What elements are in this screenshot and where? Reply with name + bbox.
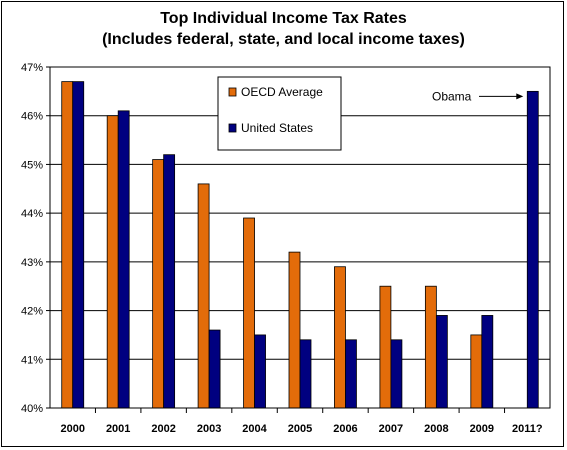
bar-united-states: [254, 334, 266, 409]
y-axis-ticks: 40% 41% 42% 43% 44% 45% 46% 47%: [21, 62, 50, 415]
x-category-label: 2007: [379, 423, 403, 435]
x-category-label: 2002: [151, 423, 175, 435]
annotation: Obama: [432, 89, 524, 103]
bar-united-states: [117, 110, 130, 409]
x-category-label: 2008: [424, 423, 448, 435]
bar-oecd-average: [243, 217, 255, 409]
y-tick-label: 40%: [21, 403, 43, 415]
legend: OECD Average United States: [217, 76, 342, 151]
bar-united-states: [72, 81, 85, 409]
y-tick-label: 47%: [21, 62, 43, 74]
x-category-label: 2003: [197, 423, 221, 435]
bar-oecd-average: [379, 285, 392, 409]
bar-united-states: [481, 315, 494, 409]
bar-oecd-average: [61, 81, 74, 409]
annotation-arrow-head: [516, 93, 524, 100]
bar-united-states: [390, 339, 403, 409]
x-category-label: 2011?: [512, 423, 543, 435]
legend-label: OECD Average: [241, 85, 323, 99]
y-tick-label: 41%: [21, 354, 43, 366]
chart-title: Top Individual Income Tax Rates: [160, 10, 407, 27]
x-category-label: 2001: [106, 423, 130, 435]
chart-title-block: Top Individual Income Tax Rates (Include…: [0, 8, 567, 50]
bar-oecd-average: [152, 159, 165, 409]
y-tick-label: 45%: [21, 159, 43, 171]
y-tick-label: 43%: [21, 257, 43, 269]
legend-box: [217, 76, 342, 151]
y-tick-label: 46%: [21, 111, 43, 123]
bar-united-states: [435, 315, 448, 409]
bar-oecd-average: [106, 115, 119, 409]
x-category-label: 2006: [333, 423, 357, 435]
chart-subtitle: (Includes federal, state, and local inco…: [102, 31, 465, 48]
legend-swatch: [228, 123, 237, 133]
bar-oecd-average: [288, 251, 301, 409]
x-category-label: 2000: [60, 423, 84, 435]
x-category-label: 2004: [242, 423, 267, 435]
bar-united-states: [526, 90, 539, 409]
y-tick-label: 42%: [21, 306, 43, 318]
legend-swatch: [228, 87, 237, 97]
bar-oecd-average: [197, 183, 210, 409]
x-category-label: 2005: [288, 423, 312, 435]
bar-united-states: [299, 339, 312, 409]
y-tick-label: 44%: [21, 208, 43, 220]
legend-label: United States: [241, 121, 313, 135]
x-category-label: 2009: [470, 423, 494, 435]
bar-oecd-average: [470, 334, 483, 409]
bar-united-states: [163, 154, 176, 409]
bar-united-states: [208, 329, 221, 409]
bar-oecd-average: [334, 266, 346, 409]
plot-border: [49, 66, 551, 409]
bar-oecd-average: [424, 285, 437, 409]
bars: [61, 81, 539, 409]
annotation-label: Obama: [432, 89, 472, 103]
x-axis-categories: 2000 2001 2002 2003 2004 2005 2006 2007 2008 2009…: [60, 408, 543, 435]
bar-united-states: [345, 339, 357, 409]
